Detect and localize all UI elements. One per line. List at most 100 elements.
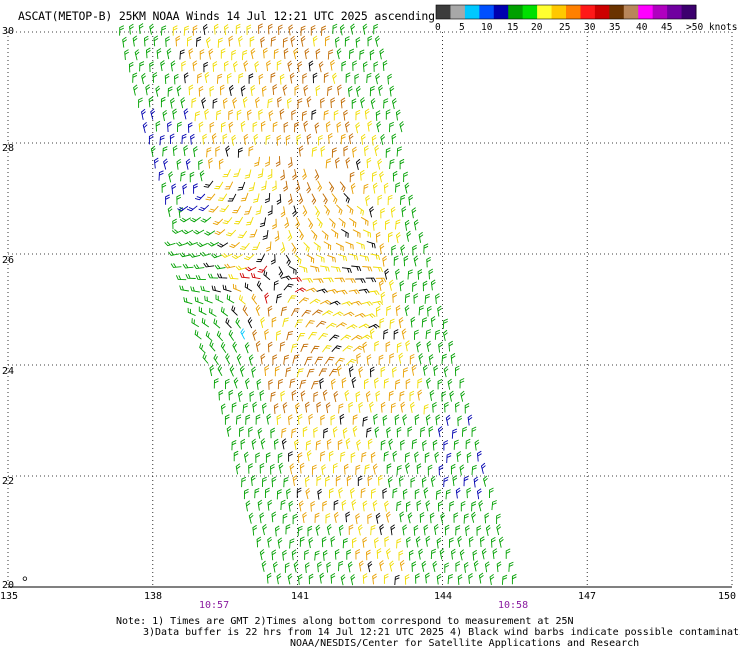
wind-barb [457, 574, 463, 585]
wind-barb-stroke [442, 329, 448, 342]
wind-barb [468, 536, 474, 548]
wind-barb-stroke [387, 73, 393, 85]
wind-barb [240, 242, 250, 250]
wind-barb-stroke [350, 574, 356, 586]
wind-barb-stroke [283, 48, 289, 59]
wind-barb [375, 73, 380, 85]
lon-label-144: 144 [433, 591, 453, 602]
wind-barb-stroke [345, 358, 357, 366]
wind-barb-stroke [296, 134, 302, 146]
wind-barb [351, 265, 362, 272]
wind-barb [319, 299, 332, 305]
wind-barb [379, 48, 385, 60]
wind-barb-stroke [244, 253, 255, 261]
wind-barb-stroke [235, 23, 241, 35]
wind-barb-stroke [240, 438, 246, 450]
wind-barb [326, 561, 332, 573]
wind-barb [362, 23, 368, 35]
wind-barb [441, 353, 447, 364]
wind-barb [282, 37, 288, 48]
wind-barb [323, 72, 329, 83]
wind-barb-stroke [423, 524, 429, 536]
wind-barb [349, 171, 355, 183]
wind-barb-stroke [361, 451, 367, 463]
wind-barb-stroke [411, 207, 417, 219]
wind-barb [345, 358, 357, 366]
wind-barb [204, 230, 216, 236]
wind-barb-stroke [294, 85, 300, 96]
wind-barb-stroke [367, 120, 373, 132]
wind-barb [448, 537, 454, 548]
wind-barb [252, 193, 260, 203]
wind-barb-stroke [426, 377, 431, 389]
wind-barb [324, 35, 330, 47]
wind-barb-stroke [203, 23, 208, 35]
wind-barb-stroke [282, 84, 288, 96]
wind-barb [235, 23, 241, 35]
wind-barb [411, 561, 417, 572]
wind-barb-stroke [258, 23, 263, 34]
wind-barb [203, 61, 209, 73]
wind-barb [220, 403, 226, 415]
wind-barb [376, 121, 382, 133]
wind-barb [297, 413, 303, 425]
wind-barb-stroke [271, 549, 277, 561]
wind-barb [387, 73, 393, 85]
wind-barb [432, 439, 438, 451]
wind-barb [301, 168, 307, 180]
wind-barb-stroke [372, 300, 384, 306]
wind-barb-stroke [407, 426, 413, 437]
wind-barb [474, 439, 480, 451]
wind-barb [237, 230, 248, 239]
wind-barb-stroke [228, 389, 234, 401]
wind-barb [375, 512, 381, 524]
wind-barb-stroke [477, 450, 482, 462]
wind-barb-stroke [225, 353, 231, 365]
wind-barb [425, 329, 432, 340]
lat-label-26: 26 [1, 255, 14, 266]
wind-barb [422, 440, 427, 451]
wind-barb [132, 35, 138, 47]
wind-barb [384, 268, 390, 280]
wind-barb [179, 49, 185, 60]
wind-barb [270, 72, 276, 83]
wind-barb [363, 145, 369, 157]
wind-barb-stroke [382, 255, 388, 267]
wind-barb [160, 60, 166, 72]
wind-barb-stroke [165, 36, 170, 47]
wind-barb [467, 414, 473, 426]
wind-barb-stroke [177, 205, 189, 212]
wind-barb-stroke [242, 305, 249, 317]
wind-barb-stroke [389, 121, 395, 133]
wind-barb-stroke [412, 244, 417, 256]
wind-barb [360, 169, 365, 181]
wind-barb [232, 205, 241, 214]
wind-barb [345, 241, 354, 250]
wind-barb-stroke [443, 440, 449, 451]
wind-barb [352, 425, 358, 437]
wind-barb [342, 345, 353, 352]
wind-barb-stroke [343, 311, 355, 317]
wind-barb-stroke [355, 158, 361, 171]
wind-barb-stroke [191, 97, 197, 108]
wind-barb-stroke [261, 476, 267, 488]
wind-barb [454, 401, 460, 413]
wind-barb [160, 25, 167, 36]
wind-barb-stroke [437, 305, 442, 317]
wind-barb-stroke [377, 194, 383, 206]
wind-barb-stroke [313, 427, 318, 438]
wind-barb-stroke [392, 292, 398, 303]
wind-barb [278, 266, 284, 278]
wind-barb-stroke [328, 218, 336, 229]
wind-barb [303, 242, 310, 253]
wind-barb-stroke [360, 334, 372, 340]
wind-barb-stroke [316, 217, 323, 229]
wind-barb-stroke [343, 109, 348, 121]
wind-barb [432, 560, 438, 573]
wind-barb [373, 61, 379, 72]
wind-barb [365, 195, 370, 207]
wind-barb [388, 231, 393, 243]
wind-barb [162, 109, 168, 121]
wind-barb [437, 378, 443, 390]
wind-barb [322, 193, 328, 205]
